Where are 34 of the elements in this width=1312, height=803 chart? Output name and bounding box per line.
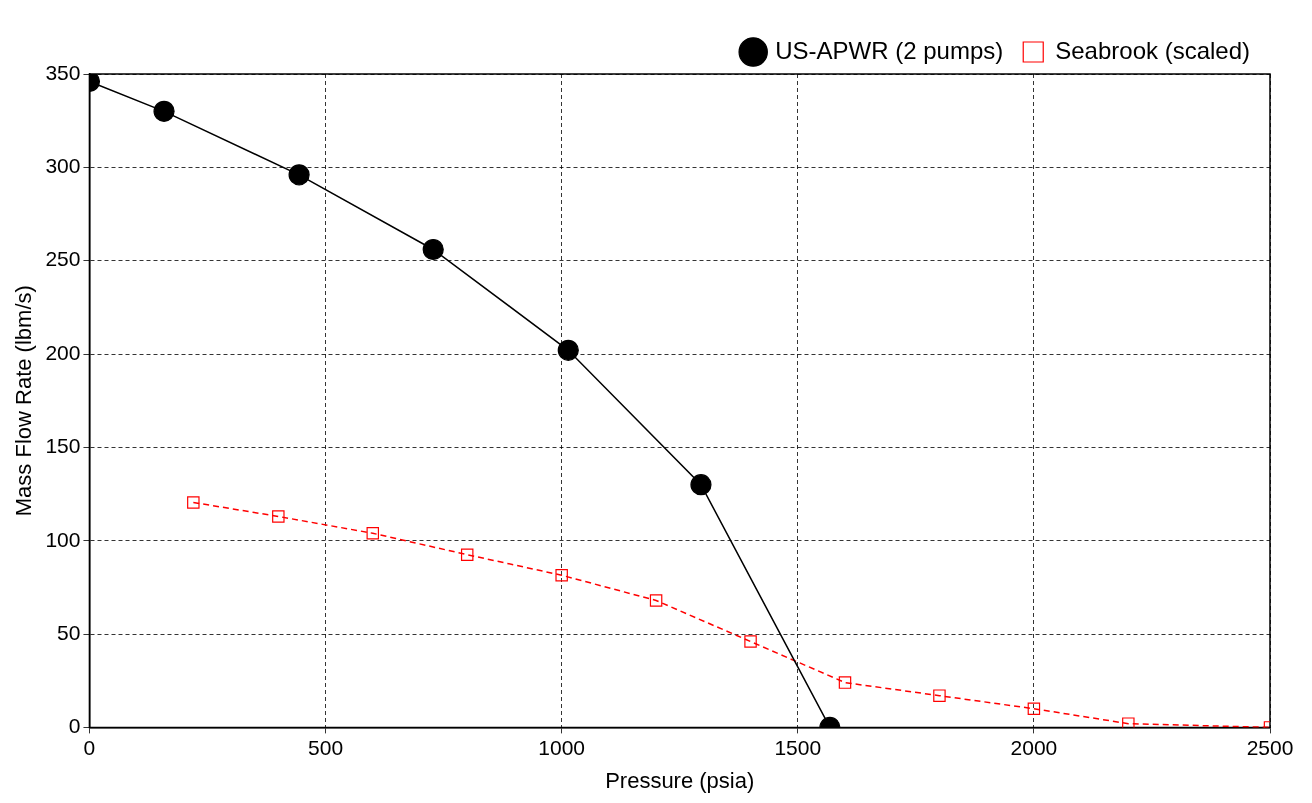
y-tick-label: 200 (45, 340, 81, 364)
point (690, 474, 712, 496)
point (366, 526, 380, 540)
y-tick-label: 50 (57, 620, 81, 644)
point (933, 689, 946, 702)
x-axis-title: Pressure (psia) (605, 767, 755, 793)
x-tick-label: 500 (308, 735, 344, 759)
y-tick-label: 0 (68, 714, 81, 738)
y-tick-label: 150 (45, 434, 81, 458)
y-axis-title: Mass Flow Rate (lbm/s) (11, 285, 37, 517)
y-tick-label: 100 (45, 527, 81, 551)
x-tick-label: 0 (83, 735, 96, 759)
y-tick-label: 250 (45, 247, 81, 271)
x-tick-label: 1500 (774, 735, 822, 759)
y-tick-label: 350 (45, 60, 81, 84)
point (557, 339, 579, 361)
legend-label: US-APWR (2 pumps) (775, 36, 1004, 64)
x-tick-label: 1000 (538, 735, 586, 759)
point (1027, 702, 1041, 715)
point (838, 676, 852, 689)
y-tick-label: 300 (45, 154, 81, 178)
point (744, 635, 757, 648)
point (272, 510, 285, 523)
point (1122, 717, 1135, 728)
x-tick-label: 2500 (1246, 735, 1294, 759)
point (187, 496, 200, 509)
legend-label: Seabrook (scaled) (1055, 36, 1250, 64)
point (288, 164, 310, 186)
point (649, 594, 663, 607)
point (555, 568, 568, 582)
x-tick-label: 2000 (1010, 735, 1058, 759)
point (422, 238, 444, 261)
point (153, 100, 175, 122)
point (460, 548, 474, 561)
